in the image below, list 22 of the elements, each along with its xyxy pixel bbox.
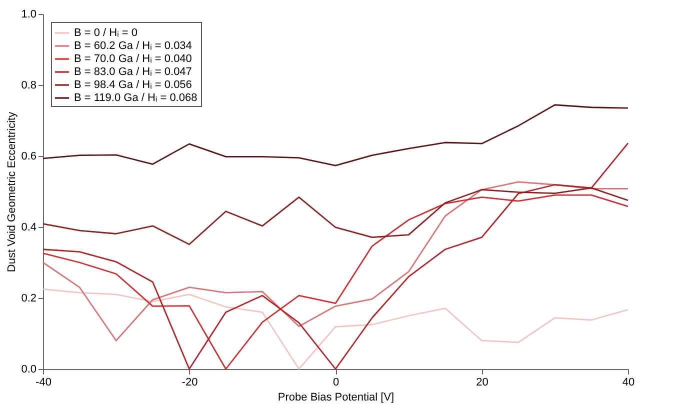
x-tick-label: -40 (36, 376, 52, 388)
legend-label: B = 60.2 Ga / Hᵢ = 0.034 (74, 40, 192, 52)
y-tick-label: 0.6 (21, 150, 36, 162)
x-axis-title: Probe Bias Potential [V] (278, 392, 394, 404)
line-series (42, 104, 629, 166)
line-series (42, 187, 629, 246)
legend-label: B = 70.0 Ga / Hᵢ = 0.040 (74, 53, 192, 65)
legend-label: B = 83.0 Ga / Hᵢ = 0.047 (74, 66, 192, 78)
x-tick-label: -20 (182, 376, 198, 388)
x-tick-label: 20 (476, 376, 488, 388)
y-axis-title: Dust Void Geometric Eccentricity (6, 111, 18, 272)
legend-label: B = 0 / Hᵢ = 0 (74, 27, 138, 39)
legend-label: B = 119.0 Ga / Hᵢ = 0.068 (74, 92, 198, 104)
x-tick-label: 0 (332, 376, 340, 388)
x-tick-label: 40 (622, 376, 635, 388)
legend-label: B = 98.4 Ga / Hᵢ = 0.056 (74, 79, 192, 91)
line-series (42, 181, 629, 342)
y-tick-label: 0.0 (21, 364, 36, 376)
y-tick-label: 0.8 (21, 80, 36, 92)
y-tick-label: 1.0 (21, 8, 36, 20)
y-tick-label: 0.4 (21, 222, 36, 234)
y-tick-label: 0.2 (21, 292, 36, 304)
